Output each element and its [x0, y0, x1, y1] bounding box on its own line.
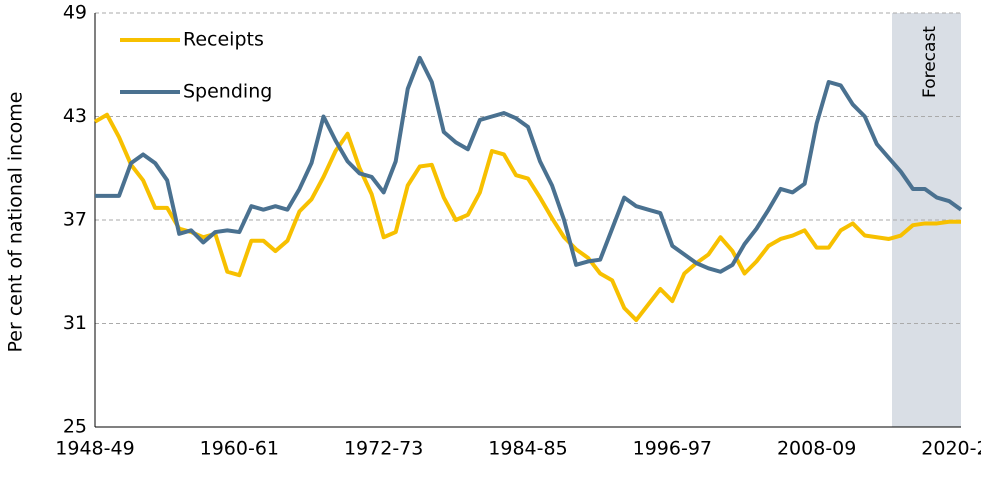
data-line	[94, 112, 961, 323]
y-tick-label: 25	[63, 416, 87, 438]
y-tick-label: 43	[63, 105, 87, 127]
y-axis-label: Per cent of national income	[5, 92, 27, 353]
x-tick-label: 1960-61	[200, 438, 279, 460]
x-tick-label: 1984-85	[488, 438, 567, 460]
y-tick-label: 37	[63, 209, 87, 231]
x-tick-label: 2020-21	[921, 438, 981, 460]
legend-label: Receipts	[183, 29, 264, 51]
y-tick-label: 49	[63, 2, 87, 24]
x-tick-label: 2008-09	[777, 438, 856, 460]
x-tick-label: 1996-97	[633, 438, 712, 460]
forecast-label: Forecast	[920, 26, 940, 98]
x-tick-label: 1948-49	[55, 438, 134, 460]
y-tick-label: 31	[63, 312, 87, 334]
data-line	[95, 55, 963, 274]
x-tick-label: 1972-73	[344, 438, 423, 460]
legend-label: Spending	[183, 81, 272, 103]
